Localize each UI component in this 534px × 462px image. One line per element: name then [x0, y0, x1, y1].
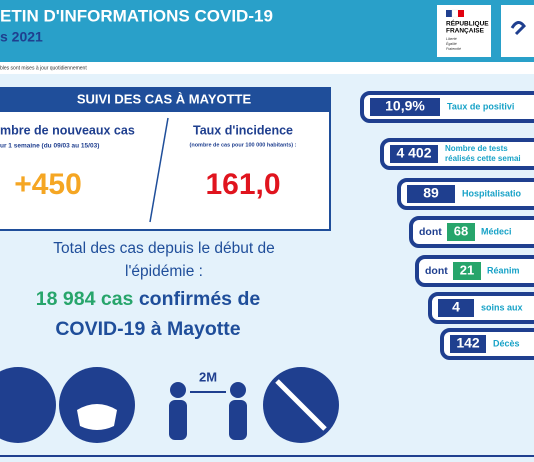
indicator-value: 68 [454, 223, 468, 238]
indicator-value-box [370, 98, 440, 116]
total-after: confirmés de [133, 288, 260, 310]
indicator-value-box [390, 145, 438, 163]
indicator-label: Hospitalisatio [462, 188, 522, 198]
indicators: 10,9% Taux de positivi 4 402 Nombre de test… [360, 91, 534, 360]
header-subtitle: s 2021 [0, 29, 43, 45]
total-count: 18 984 cas [36, 288, 134, 310]
flag [446, 10, 452, 17]
new-cases-label: mbre de nouveaux cas [0, 123, 135, 137]
person [229, 400, 247, 440]
note-band [0, 62, 534, 74]
indicator-value: 4 [452, 299, 460, 315]
icons: 2M [0, 367, 339, 443]
indicator-value: 10,9% [385, 98, 425, 114]
indicator-label: soins aux [481, 302, 523, 312]
indicator-value-box [447, 223, 475, 241]
indicator-value: 4 402 [396, 145, 431, 161]
new-cases-value: +450 [14, 168, 82, 201]
person [170, 382, 186, 398]
person [230, 382, 246, 398]
mask [77, 404, 117, 430]
indicator-label: Taux de positivi [447, 101, 514, 111]
indicator-value: 89 [423, 185, 439, 201]
indicator-label: réalisés cette semai [445, 154, 521, 163]
ars-logo [510, 21, 526, 36]
distance-label: 2M [199, 369, 217, 384]
total-line: l'épidémie : [125, 263, 203, 280]
indicator-label: Médeci [481, 226, 512, 236]
indicator-value: 21 [460, 262, 474, 277]
indicator-value-box [453, 262, 481, 280]
header-title: ETIN D'INFORMATIONS COVID-19 [0, 6, 273, 25]
total-line: Total des cas depuis le début de [53, 240, 274, 257]
logo-motto: Égalité [446, 41, 457, 46]
suivi-title-bar [0, 88, 330, 112]
incidence-sub: (nombre de cas pour 100 000 habitants) : [190, 142, 297, 148]
indicator-value-box [407, 185, 455, 203]
logo-motto: Fraternité [446, 47, 461, 51]
total-line: 18 984 cas confirmés de [36, 288, 261, 310]
indicator-label: Décès [493, 338, 520, 348]
divider [149, 117, 169, 223]
indicator-label: Nombre de tests [445, 144, 508, 153]
logo-text: RÉPUBLIQUE [446, 19, 489, 28]
total-line: COVID-19 à Mayotte [55, 318, 240, 340]
logo-motto: Liberté [446, 37, 457, 41]
indicator-label: Réanim [487, 265, 520, 275]
person [169, 400, 187, 440]
header-note: bles sont mises à jour quotidiennement [0, 65, 87, 71]
indicator-prefix: dont [425, 265, 448, 277]
logo-text: FRANÇAISE [446, 28, 485, 35]
flag [451, 9, 459, 18]
indicator-value: 142 [456, 335, 480, 351]
indicator-value-box [450, 335, 486, 353]
suivi-title: SUIVI DES CAS À MAYOTTE [77, 91, 252, 106]
incidence-value: 161,0 [205, 168, 280, 201]
indicator-value-box [438, 299, 474, 317]
flag [458, 10, 464, 17]
indicator-prefix: dont [419, 226, 442, 238]
new-cases-sub: ur 1 semaine (du 09/03 au 15/03) [0, 143, 99, 150]
icon-handwash [0, 367, 56, 443]
strike [275, 379, 327, 431]
incidence-label: Taux d'incidence [193, 123, 293, 137]
